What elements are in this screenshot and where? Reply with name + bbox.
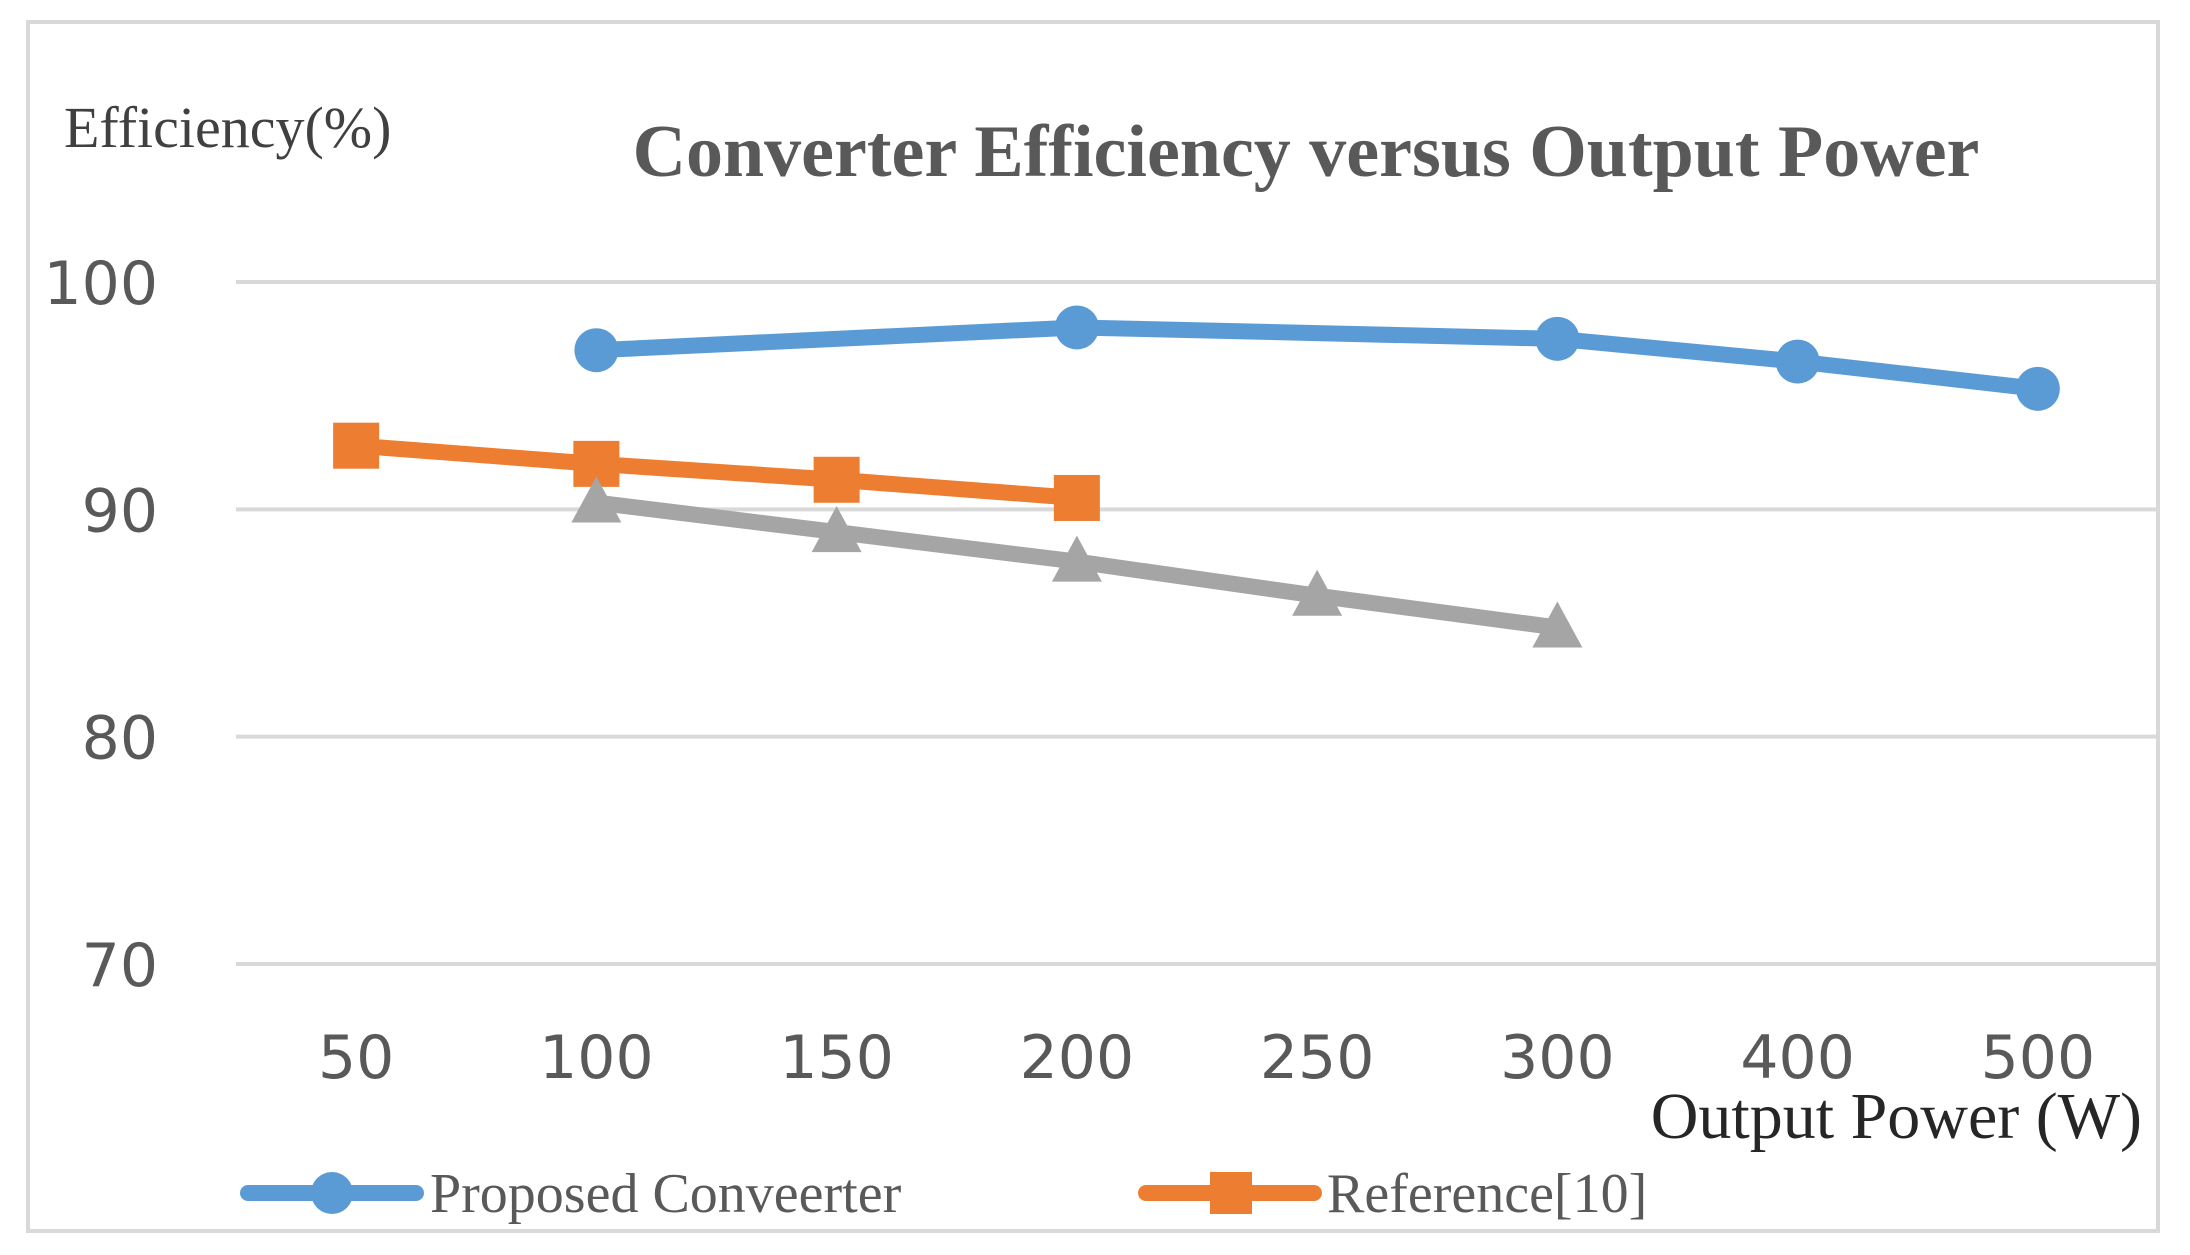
x-tick-label: 300 — [1500, 1023, 1615, 1093]
data-point-circle — [1775, 339, 1820, 384]
y-tick-label: 70 — [82, 931, 158, 1001]
x-axis-label: Output Power (W) — [1651, 1080, 2142, 1153]
legend-marker-circle — [311, 1172, 353, 1214]
legend-marker-square — [1210, 1172, 1252, 1214]
series-1 — [574, 305, 2060, 411]
x-tick-label: 50 — [318, 1023, 394, 1093]
data-point-triangle — [811, 506, 862, 553]
data-point-square — [813, 456, 860, 503]
series-3 — [571, 476, 1583, 648]
data-point-triangle — [1532, 601, 1583, 648]
data-point-circle — [1054, 305, 1099, 350]
y-tick-label: 90 — [82, 476, 158, 546]
y-tick-label: 80 — [82, 704, 158, 774]
x-tick-label: 500 — [1981, 1023, 2096, 1093]
legend-label-proposed: Proposed Conveerter — [430, 1163, 902, 1225]
y-tick-labels: 100 90 80 70 — [43, 249, 158, 1001]
x-tick-label: 250 — [1260, 1023, 1375, 1093]
data-point-circle — [2015, 366, 2060, 411]
series-2 — [333, 422, 1100, 521]
data-point-triangle — [1292, 569, 1343, 616]
legend-label-reference: Reference[10] — [1327, 1163, 1647, 1225]
x-tick-label: 400 — [1740, 1023, 1855, 1093]
chart-title: Converter Efficiency versus Output Power — [633, 111, 1980, 193]
data-point-square — [1053, 474, 1100, 521]
data-point-square — [333, 422, 380, 469]
x-tick-label: 200 — [1020, 1023, 1135, 1093]
y-axis-label: Efficiency(%) — [64, 95, 391, 160]
legend-entry-reference: Reference[10] — [1138, 1163, 1647, 1225]
y-tick-label: 100 — [43, 249, 158, 319]
data-point-circle — [1535, 316, 1580, 361]
series-line — [348, 437, 1085, 506]
legend-entry-proposed: Proposed Conveerter — [240, 1163, 902, 1225]
gridlines — [236, 280, 2158, 966]
x-tick-label: 150 — [779, 1023, 894, 1093]
chart-frame: Efficiency(%) Converter Efficiency versu… — [26, 20, 2160, 1233]
series-line — [588, 319, 2046, 397]
x-tick-labels: 50 100 150 200 250 300 400 500 — [318, 1023, 2095, 1093]
data-point-triangle — [571, 476, 622, 523]
data-point-triangle — [1051, 535, 1102, 582]
series-layer — [333, 305, 2060, 648]
line-chart: Efficiency(%) Converter Efficiency versu… — [43, 95, 2158, 1225]
x-tick-label: 100 — [539, 1023, 654, 1093]
legend: Proposed Conveerter Reference[10] — [240, 1163, 1647, 1225]
data-point-circle — [574, 328, 619, 373]
